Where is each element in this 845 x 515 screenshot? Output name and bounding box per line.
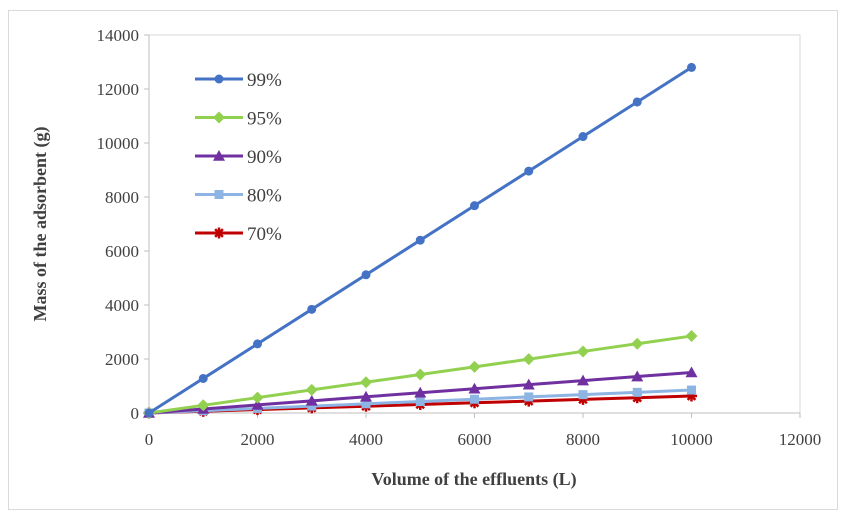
x-axis-title: Volume of the effluents (L): [371, 469, 576, 490]
y-tick-label: 0: [131, 404, 140, 423]
data-point-99: [307, 304, 317, 314]
data-point-90: [522, 378, 535, 390]
data-point-95: [631, 337, 644, 350]
plot-area: [148, 34, 801, 414]
legend-marker-80: [214, 190, 224, 199]
legend-item-70: 70%: [195, 224, 282, 245]
x-tick-label: 2000: [241, 430, 275, 449]
y-axis-title: Mass of the adsorbent (g): [30, 127, 51, 322]
data-point-90: [468, 382, 481, 394]
data-point-95: [251, 391, 264, 404]
data-point-80: [524, 392, 534, 402]
data-point-95: [468, 360, 481, 373]
data-point-80: [632, 387, 642, 397]
legend-marker-90: [213, 150, 225, 161]
series-95: [143, 330, 698, 419]
data-point-99: [144, 408, 154, 418]
legend: 99% 95% 90% 80% 70%: [195, 70, 282, 245]
x-tick-label: 0: [145, 430, 154, 449]
data-point-99: [578, 132, 588, 142]
series-group: [143, 62, 698, 419]
data-point-99: [632, 97, 642, 107]
data-point-95: [685, 330, 698, 343]
data-point-99: [198, 373, 208, 383]
data-point-95: [305, 383, 318, 396]
legend-marker-99: [214, 74, 224, 84]
data-point-80: [578, 390, 588, 400]
data-point-90: [305, 394, 318, 406]
data-point-80: [361, 399, 371, 409]
series-99: [144, 62, 696, 418]
legend-marker-95: [213, 111, 225, 124]
data-point-95: [360, 376, 372, 389]
x-tick-label: 8000: [566, 430, 600, 449]
legend-label-99: 99%: [247, 70, 282, 91]
chart-frame: 0 2000 4000 6000 8000 10000 12000 0 2000 4000 6000…: [8, 10, 838, 510]
y-tick-label: 10000: [97, 134, 140, 153]
data-point-99: [524, 166, 534, 176]
legend-item-80: 80%: [195, 186, 282, 207]
data-point-90: [631, 370, 644, 382]
x-tick-label: 6000: [458, 430, 492, 449]
data-point-90: [251, 398, 264, 410]
data-point-99: [253, 339, 262, 349]
data-point-80: [470, 394, 479, 404]
data-point-95: [577, 345, 589, 358]
legend-label-90: 90%: [247, 147, 282, 168]
data-point-90: [414, 386, 427, 398]
legend-label-95: 95%: [247, 109, 282, 130]
line-chart: 0 2000 4000 6000 8000 10000 12000 0 2000 4000 6000…: [30, 26, 822, 490]
data-point-95: [522, 353, 535, 366]
x-tick-label: 4000: [349, 430, 383, 449]
data-point-99: [470, 201, 479, 211]
data-point-80: [687, 385, 696, 395]
data-point-95: [197, 399, 210, 412]
legend-item-99: 99%: [195, 70, 282, 91]
y-tick-label: 14000: [97, 26, 140, 45]
y-tick-label: 6000: [105, 242, 139, 261]
data-point-99: [361, 270, 371, 280]
legend-label-80: 80%: [247, 186, 282, 207]
legend-item-95: 95%: [195, 109, 282, 130]
y-tick-label: 2000: [105, 350, 139, 369]
x-tick-label: 10000: [670, 430, 713, 449]
data-point-80: [415, 397, 425, 407]
x-tick-label: 12000: [779, 430, 822, 449]
data-point-80: [307, 401, 317, 411]
legend-label-70: 70%: [247, 224, 282, 245]
data-point-95: [414, 368, 427, 381]
y-tick-label: 8000: [105, 188, 139, 207]
data-point-90: [685, 366, 698, 378]
data-point-90: [360, 390, 372, 402]
y-tick-label: 12000: [97, 80, 140, 99]
legend-item-90: 90%: [195, 147, 282, 168]
data-point-90: [577, 374, 589, 386]
data-point-99: [687, 62, 696, 72]
legend-marker-70: [213, 227, 225, 239]
data-point-99: [415, 235, 425, 245]
y-tick-label: 4000: [105, 296, 139, 315]
axes: 0 2000 4000 6000 8000 10000 12000 0 2000 4000 6000…: [97, 26, 822, 449]
